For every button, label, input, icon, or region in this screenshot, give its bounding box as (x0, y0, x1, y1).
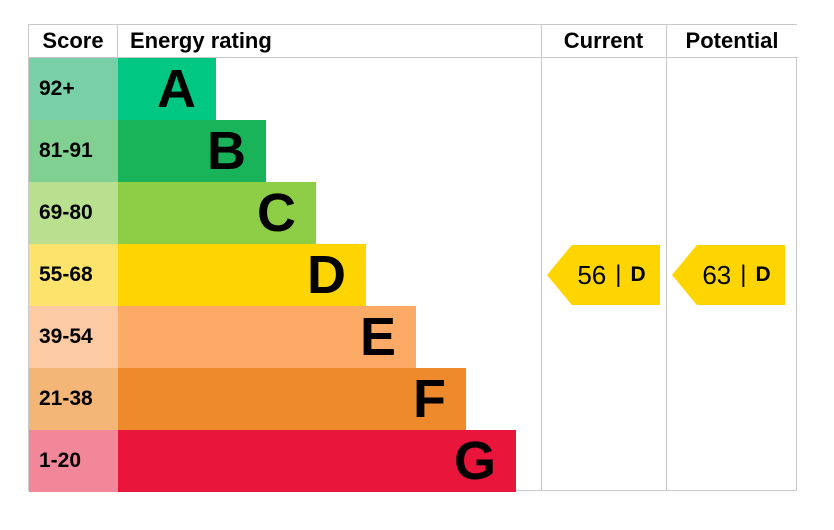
current-rating-arrow: 56 | D (547, 245, 660, 305)
potential-rating-band: D (755, 263, 771, 286)
band-letter-c: C (257, 183, 296, 243)
header-potential: Potential (666, 25, 798, 58)
band-row-d: 55-68 D (29, 244, 516, 306)
epc-rating-chart: Score Energy rating Current Potential 92… (28, 24, 798, 492)
header-score: Score (29, 25, 118, 58)
current-rating-band: D (630, 263, 646, 286)
band-bar-f: F (118, 368, 466, 430)
score-cell-f: 21-38 (29, 368, 118, 430)
score-cell-a: 92+ (29, 58, 118, 120)
header-potential-label: Potential (685, 28, 779, 53)
band-letter-a: A (157, 59, 196, 119)
band-rows: 92+ A 81-91 B 69-80 C 55-68 D 39-54 (29, 58, 516, 492)
band-bar-c: C (118, 182, 316, 244)
band-bar-d: D (118, 244, 366, 306)
band-row-g: 1-20 G (29, 430, 516, 492)
band-bar-b: B (118, 120, 266, 182)
score-cell-d: 55-68 (29, 244, 118, 306)
potential-rating-value: 63 (702, 259, 732, 290)
current-rating-value: 56 (577, 259, 607, 290)
header-energy-rating: Energy rating (118, 25, 541, 58)
band-row-a: 92+ A (29, 58, 516, 120)
band-bar-a: A (118, 58, 216, 120)
header-current-label: Current (563, 28, 644, 53)
band-bar-g: G (118, 430, 516, 492)
potential-rating-separator: | (740, 261, 747, 288)
band-letter-e: E (359, 307, 396, 367)
band-letter-b: B (207, 121, 246, 181)
score-cell-b: 81-91 (29, 120, 118, 182)
band-row-c: 69-80 C (29, 182, 516, 244)
current-rating-separator: | (615, 261, 622, 288)
band-bar-e: E (118, 306, 416, 368)
header-score-label: Score (42, 28, 104, 53)
band-row-e: 39-54 E (29, 306, 516, 368)
band-letter-g: G (453, 431, 496, 491)
divider-current-column (541, 25, 542, 490)
band-letter-d: D (307, 245, 346, 305)
score-cell-e: 39-54 (29, 306, 118, 368)
score-cell-c: 69-80 (29, 182, 118, 244)
header-current: Current (541, 25, 666, 58)
band-row-f: 21-38 F (29, 368, 516, 430)
score-cell-g: 1-20 (29, 430, 118, 492)
band-row-b: 81-91 B (29, 120, 516, 182)
divider-potential-column (666, 25, 667, 490)
band-letter-f: F (413, 369, 446, 429)
potential-rating-arrow: 63 | D (672, 245, 785, 305)
header-energy-rating-label: Energy rating (130, 28, 272, 53)
